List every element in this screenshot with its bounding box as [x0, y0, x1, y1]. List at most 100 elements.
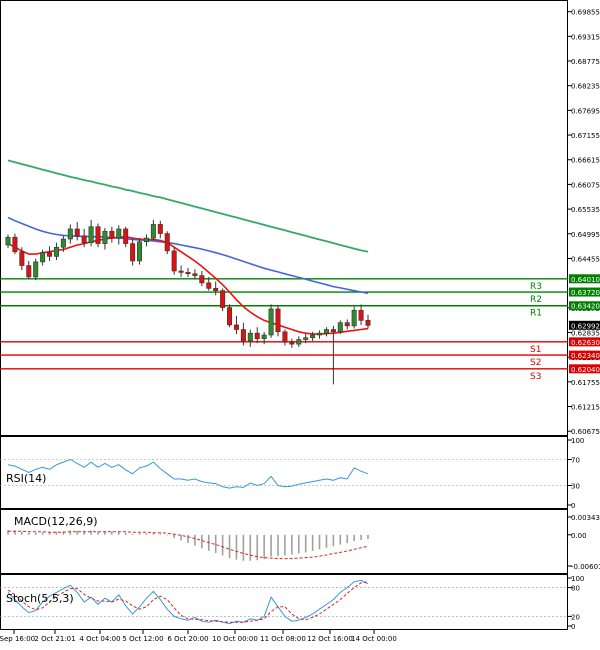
candle — [338, 320, 342, 334]
candle-body — [89, 227, 93, 243]
candle-body — [220, 291, 224, 308]
price-axis-tick-label: 0.64995 — [571, 231, 600, 239]
candle-body — [40, 253, 44, 262]
candle-body — [82, 236, 86, 243]
candle-body — [310, 335, 314, 338]
candle-body — [207, 283, 211, 288]
candle-body — [352, 310, 356, 326]
time-tick-label: 11 Oct 08:00 — [260, 635, 306, 643]
candle-body — [20, 252, 24, 266]
level-price-label: 0.64010 — [571, 276, 600, 284]
time-tick-label: 1 Sep 16:00 — [0, 635, 35, 643]
macd-label: MACD(12,26,9) — [14, 515, 98, 528]
price-axis-tick-label: 0.68235 — [571, 83, 600, 91]
candle-body — [123, 229, 127, 244]
candle-body — [193, 274, 197, 276]
price-axis-tick-label: 0.67155 — [571, 132, 600, 140]
candle-body — [303, 338, 307, 340]
candle-body — [324, 330, 328, 334]
level-price-label: 0.63720 — [571, 289, 600, 297]
candle-body — [6, 237, 10, 245]
candle-body — [297, 340, 301, 345]
candle-body — [103, 231, 107, 243]
level-name-s1: S1 — [530, 345, 541, 355]
candle-body — [137, 242, 141, 261]
candle-body — [172, 251, 176, 271]
price-axis-tick-label: 0.62835 — [571, 329, 600, 337]
macd-axis-tick-label: -0.006019 — [571, 563, 600, 571]
level-name-s3: S3 — [530, 372, 541, 382]
stoch-axis-tick-label: 80 — [571, 585, 580, 593]
candle-body — [213, 288, 217, 290]
candle-body — [68, 229, 72, 239]
macd-axis-tick-label: 0.003434 — [571, 514, 600, 522]
price-axis-tick-label: 0.67695 — [571, 107, 600, 115]
rsi-axis-tick-label: 100 — [571, 437, 584, 445]
candle-body — [61, 239, 65, 247]
time-tick-label: 5 Oct 12:00 — [122, 635, 163, 643]
candle-body — [317, 333, 321, 335]
rsi-label: RSI(14) — [6, 472, 46, 485]
candle-body — [338, 323, 342, 332]
candle-body — [186, 272, 190, 273]
candle-body — [366, 320, 370, 325]
candle — [137, 238, 141, 265]
rsi-axis-tick-label: 30 — [571, 483, 580, 491]
candle-body — [47, 253, 51, 257]
candle-body — [234, 325, 238, 330]
candle-body — [179, 271, 183, 272]
candle-body — [110, 231, 114, 238]
candle-body — [13, 237, 17, 252]
level-name-r2: R2 — [530, 295, 542, 305]
candle — [172, 247, 176, 274]
candle-body — [75, 229, 79, 236]
candle-body — [144, 238, 148, 242]
candle-body — [269, 309, 273, 335]
candle-body — [276, 309, 280, 332]
time-tick-label: 14 Oct 00:00 — [351, 635, 397, 643]
candle-body — [227, 308, 231, 325]
price-axis-tick-label: 0.61755 — [571, 379, 600, 387]
stoch-axis-tick-label: 20 — [571, 613, 580, 621]
candle-body — [96, 227, 100, 244]
candle-body — [262, 335, 266, 339]
candle — [33, 259, 37, 280]
macd-axis-tick-label: 0.00 — [571, 532, 587, 540]
candle — [96, 223, 100, 247]
level-name-s2: S2 — [530, 358, 541, 368]
candle-body — [248, 333, 252, 341]
rsi-axis-tick-label: 0 — [571, 502, 575, 510]
candle-body — [130, 244, 134, 261]
candle-body — [200, 276, 204, 283]
level-name-r1: R1 — [530, 309, 542, 319]
candle-body — [290, 342, 294, 344]
time-tick-label: 2 Oct 21:01 — [34, 635, 75, 643]
stoch-axis-tick-label: 0 — [571, 623, 575, 631]
current-price-label: 0.62992 — [571, 322, 600, 330]
candle-body — [158, 224, 162, 233]
candle — [276, 306, 280, 337]
price-axis-tick-label: 0.65535 — [571, 206, 600, 214]
price-axis-tick-label: 0.64455 — [571, 255, 600, 263]
candle-body — [283, 332, 287, 343]
candle-body — [255, 333, 259, 338]
level-price-label: 0.62040 — [571, 366, 600, 374]
candle-body — [54, 247, 58, 256]
candle-body — [117, 229, 121, 238]
candle-body — [33, 262, 37, 277]
candle-body — [331, 330, 335, 332]
candle-body — [165, 234, 169, 251]
price-axis-tick-label: 0.69855 — [571, 9, 600, 17]
candle-body — [345, 323, 349, 326]
price-axis-tick-label: 0.68775 — [571, 58, 600, 66]
candle-body — [27, 266, 31, 277]
price-axis-tick-label: 0.60675 — [571, 428, 600, 436]
level-price-label: 0.62340 — [571, 352, 600, 360]
stoch-label: Stoch(5,5,3) — [6, 592, 74, 605]
candle — [269, 304, 273, 337]
time-tick-label: 10 Oct 00:00 — [212, 635, 258, 643]
rsi-axis-tick-label: 70 — [571, 457, 580, 465]
candle — [227, 304, 231, 327]
